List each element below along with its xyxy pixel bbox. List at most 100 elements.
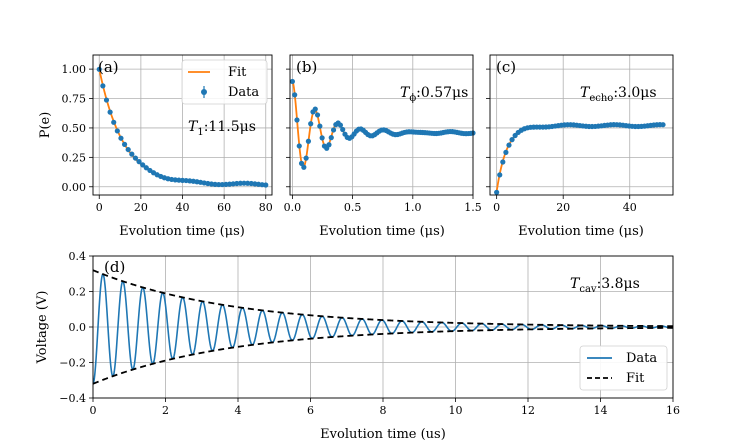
b-xtick-label-0: 0.0 [284,201,302,214]
d-xtick-label-7: 14 [594,404,608,417]
b-data-point [326,142,332,148]
a-data-point [125,146,131,153]
a-annotation: T1:11.5μs [188,119,256,138]
b-ticks: 0.0 0.5 1.0 1.5 [284,68,482,214]
b-ann-sub: ϕ [409,93,416,104]
a-legend-data-marker [201,89,207,95]
d-legend-data-label: Data [626,351,657,366]
c-data-point [506,142,512,148]
b-data-point [340,126,346,133]
panel-b: 0.0 0.5 1.0 1.5 (b) Tϕ:0.57μs Evolution tim… [284,54,482,239]
b-data-point [305,138,312,144]
b-xtick-label-2: 1.0 [404,201,422,214]
d-ytick-label-2: 0.0 [69,321,87,334]
d-ylabel: Voltage (V) [35,291,50,365]
d-fit-lower-envelope [92,326,674,385]
d-marks [92,269,674,385]
d-legend-fit-label: Fit [626,371,645,386]
c-ticks: 0 20 40 [486,68,637,214]
b-xlabel: Evolution time (μs) [319,224,445,239]
c-xtick-label-1: 20 [556,201,570,214]
b-data-point [328,135,334,141]
a-data-point [96,66,102,72]
d-ytick-label-0: −0.4 [59,392,86,405]
a-ann-symbol: T [188,119,199,135]
d-ytick-label-1: −0.2 [59,357,86,370]
a-ytick-label-1: 0.25 [62,151,87,164]
d-xtick-label-4: 8 [380,404,387,417]
c-data-point [509,137,515,143]
b-ann-text: :0.57μs [416,85,468,101]
a-xtick-label-4: 80 [259,201,273,214]
panel-d: 0 2 4 6 8 10 12 14 16 −0.4 −0.2 0.0 0.2 0.4 (d) Tcav:… [35,250,680,442]
d-xtick-label-0: 0 [90,404,97,417]
a-ytick-label-0: 0.00 [62,181,87,194]
a-ytick-label-3: 0.75 [62,93,87,106]
a-legend-fit-label: Fit [228,65,247,80]
panel-c: 0 20 40 (c) Techo:3.0μs Evolution time (μs… [486,54,674,239]
a-xtick-label-1: 20 [134,201,148,214]
d-ytick-label-4: 0.4 [69,250,87,263]
a-data-point [132,155,139,161]
b-panel-label: (b) [296,58,317,76]
a-data-point [143,165,149,171]
a-xtick-label-2: 40 [176,201,190,214]
a-data-point [129,151,135,157]
b-data-point [308,121,314,127]
a-legend: Fit Data [181,59,268,105]
b-data-point [301,164,307,170]
d-ann-sub: cav [579,284,597,295]
a-data-point [136,159,142,165]
b-data-point [319,135,325,141]
c-data-point [503,149,509,155]
d-panel-label: (d) [104,258,125,276]
c-data-point [494,189,500,195]
c-frame [489,54,674,196]
c-panel-label: (c) [496,58,516,76]
c-data-point [500,159,506,165]
c-xlabel: Evolution time (μs) [518,224,644,239]
c-ann-symbol: T [580,85,591,101]
a-panel-label: (a) [98,58,119,76]
b-xtick-label-3: 1.5 [464,201,482,214]
d-ticks: 0 2 4 6 8 10 12 14 16 −0.4 −0.2 0.0 0.2 0.4 [59,250,680,417]
a-data-point [118,135,124,141]
c-ann-text: :3.0μs [613,85,656,101]
panel-a: 0 20 40 60 80 0.00 0.25 0.50 0.75 1.00 (a) T1:11.… [38,54,273,239]
b-data-point [289,78,296,85]
a-ytick-label-4: 1.00 [62,63,87,76]
a-data-point [107,109,113,115]
a-data-point [216,181,222,188]
b-data-point [330,127,337,133]
d-legend: Data Fit [579,345,668,391]
c-ann-sub: echo [589,93,613,104]
a-data-point [100,83,106,89]
b-data-point [303,155,309,161]
c-data-point [660,122,666,128]
d-ann-text: :3.8μs [597,276,640,292]
a-ticks: 0 20 40 60 80 0.00 0.25 0.50 0.75 1.00 [62,63,273,214]
c-xtick-label-0: 0 [493,201,500,214]
b-frame [289,54,474,196]
b-data-point [317,123,323,129]
a-data-point [121,141,128,147]
a-data-point [140,162,146,168]
d-xlabel: Evolution time (us) [320,427,446,442]
b-ann-symbol: T [400,85,411,101]
a-xtick-label-0: 0 [96,201,103,214]
a-data-point [111,119,117,125]
d-legend-box [579,345,668,391]
a-data-point [263,182,269,188]
b-annotation: Tϕ:0.57μs [400,85,468,104]
a-data-point [114,128,120,134]
b-data-point [292,92,298,98]
b-data-point [298,160,305,166]
a-ylabel: P(e) [38,112,53,139]
a-ytick-label-2: 0.50 [62,122,87,135]
d-annotation: Tcav:3.8μs [570,276,640,295]
b-data-point [296,143,302,149]
a-legend-data-label: Data [228,85,259,100]
a-data-point [241,180,247,186]
d-xtick-label-5: 10 [449,404,463,417]
